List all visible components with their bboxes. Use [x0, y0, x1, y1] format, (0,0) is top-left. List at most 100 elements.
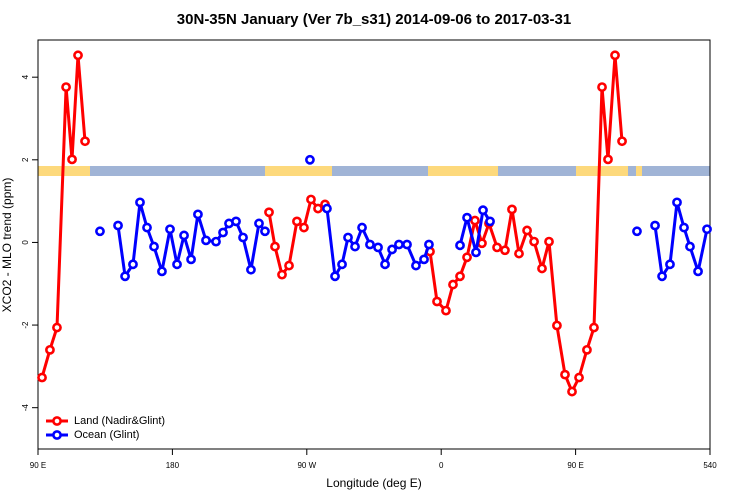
- data-point: [544, 236, 554, 247]
- plot-frame: [37, 39, 711, 450]
- data-point: [560, 369, 570, 380]
- y-tick-label: 0: [21, 240, 30, 245]
- data-point: [313, 203, 323, 214]
- data-point: [186, 254, 196, 265]
- y-tick-label: 4: [21, 74, 30, 79]
- data-point: [350, 241, 360, 252]
- data-point: [693, 266, 703, 277]
- data-point: [702, 224, 712, 235]
- data-point: [165, 224, 175, 235]
- data-point: [402, 239, 412, 250]
- data-point: [238, 232, 248, 243]
- ocean-strip: [38, 166, 710, 176]
- data-point: [373, 242, 383, 253]
- data-point: [552, 320, 562, 331]
- chart-title: 30N-35N January (Ver 7b_s31) 2014-09-06 …: [177, 11, 571, 28]
- data-point: [330, 271, 340, 282]
- legend-label: Ocean (Glint): [74, 429, 139, 441]
- x-axis-label: Longitude (deg E): [326, 476, 421, 490]
- data-point: [305, 154, 315, 165]
- data-point: [61, 82, 71, 92]
- data-point: [477, 238, 487, 249]
- x-tick-label: 90 E: [567, 461, 583, 470]
- data-point: [462, 252, 472, 263]
- data-point: [337, 259, 347, 270]
- data-point: [650, 220, 660, 231]
- data-point: [284, 260, 294, 271]
- data-point: [52, 322, 62, 333]
- data-point: [507, 204, 517, 215]
- data-point: [211, 236, 221, 247]
- legend-marker: [52, 416, 62, 426]
- data-point: [500, 245, 510, 256]
- data-point: [492, 242, 502, 253]
- data-point: [157, 266, 167, 277]
- data-point: [264, 207, 274, 218]
- data-point: [113, 220, 123, 231]
- data-point: [471, 247, 481, 258]
- data-point: [485, 216, 495, 227]
- data-point: [322, 203, 332, 214]
- land-strip: [576, 166, 628, 176]
- data-point: [665, 259, 675, 270]
- data-point: [470, 215, 480, 226]
- data-point: [672, 197, 682, 208]
- data-point: [306, 194, 316, 205]
- data-point: [218, 227, 228, 238]
- x-tick-label: 540: [703, 461, 717, 470]
- legend-label: Land (Nadir&Glint): [74, 415, 165, 427]
- x-tick-label: 90 W: [297, 461, 316, 470]
- data-point: [424, 239, 434, 250]
- x-tick-label: 90 E: [30, 461, 46, 470]
- data-point: [172, 259, 182, 270]
- land-strip: [428, 166, 498, 176]
- data-point: [135, 197, 145, 208]
- land-ocean-mask: [38, 166, 710, 176]
- data-point: [179, 230, 189, 241]
- data-point: [95, 226, 105, 237]
- data-point: [299, 222, 309, 233]
- data-point: [537, 263, 547, 274]
- data-point: [193, 209, 203, 220]
- data-point: [380, 259, 390, 270]
- data-point: [679, 222, 689, 233]
- data-point: [254, 218, 264, 229]
- data-point: [567, 386, 577, 397]
- data-point: [574, 372, 584, 383]
- data-point: [231, 216, 241, 227]
- data-point: [387, 244, 397, 255]
- data-point: [514, 248, 524, 259]
- data-point: [270, 241, 280, 252]
- y-tick-label: 2: [21, 157, 30, 162]
- data-point: [277, 269, 287, 280]
- data-point: [419, 254, 429, 265]
- data-point: [448, 279, 458, 290]
- x-tick-label: 180: [166, 461, 180, 470]
- y-tick-label: -2: [21, 321, 30, 329]
- data-point: [120, 271, 130, 282]
- data-point: [292, 216, 302, 227]
- data-point: [589, 322, 599, 333]
- data-point: [522, 225, 532, 236]
- land-strip: [636, 166, 642, 176]
- y-tick-label: -4: [21, 404, 30, 412]
- data-point: [37, 372, 47, 383]
- x-tick-label: 0: [439, 461, 444, 470]
- data-point: [73, 50, 83, 61]
- y-axis-label: XCO2 - MLO trend (ppm): [0, 178, 14, 313]
- data-point: [610, 50, 620, 61]
- series-line: [40, 53, 624, 394]
- data-point: [582, 344, 592, 355]
- data-point: [478, 205, 488, 216]
- data-point: [246, 264, 256, 275]
- data-point: [632, 226, 642, 237]
- data-point: [149, 241, 159, 252]
- data-point: [597, 82, 607, 92]
- data-point: [441, 305, 451, 316]
- data-point: [657, 271, 667, 282]
- data-point: [617, 136, 627, 147]
- data-point: [603, 154, 613, 165]
- legend-marker: [52, 430, 62, 440]
